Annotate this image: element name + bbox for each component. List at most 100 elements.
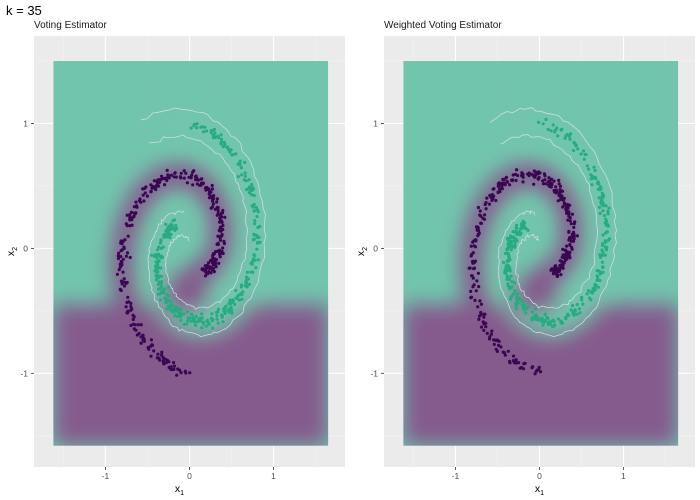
data-point xyxy=(167,285,171,290)
data-point xyxy=(578,311,582,315)
data-point xyxy=(553,190,557,194)
data-point xyxy=(542,172,547,176)
data-point xyxy=(557,269,561,273)
data-point xyxy=(182,312,186,316)
data-point xyxy=(191,183,195,187)
data-point xyxy=(219,133,223,137)
data-point xyxy=(469,289,473,293)
data-point xyxy=(572,232,576,236)
data-point xyxy=(156,352,160,356)
data-point xyxy=(546,321,550,325)
data-point xyxy=(141,193,145,197)
data-point xyxy=(173,306,177,310)
data-point xyxy=(149,354,153,358)
data-point xyxy=(584,152,588,157)
data-point xyxy=(231,153,235,157)
data-point xyxy=(575,312,579,316)
data-point xyxy=(478,299,482,303)
data-point xyxy=(544,182,548,186)
data-point xyxy=(149,338,153,342)
data-point xyxy=(255,233,259,237)
data-point xyxy=(568,250,572,254)
data-point xyxy=(504,175,509,179)
data-point xyxy=(124,305,128,309)
data-point xyxy=(238,159,242,163)
data-point xyxy=(568,219,572,223)
data-point xyxy=(500,181,504,185)
data-point xyxy=(244,280,248,284)
data-point xyxy=(215,317,219,321)
data-point xyxy=(179,307,183,311)
x-tick-label: -1 xyxy=(102,471,110,481)
data-point xyxy=(172,364,176,368)
data-point xyxy=(192,124,196,128)
data-point xyxy=(597,205,602,209)
data-point xyxy=(574,143,578,147)
data-point xyxy=(234,152,238,156)
data-point xyxy=(514,358,518,362)
data-point xyxy=(482,328,486,332)
data-point xyxy=(551,319,555,323)
data-point xyxy=(176,308,180,312)
data-point xyxy=(243,171,247,175)
data-point xyxy=(522,225,526,229)
data-point xyxy=(515,239,519,243)
data-point xyxy=(215,200,219,204)
data-point xyxy=(218,252,222,257)
data-point xyxy=(507,254,511,258)
data-point xyxy=(191,319,195,323)
data-point xyxy=(203,125,207,129)
decision-boundary xyxy=(490,107,618,338)
data-point xyxy=(134,200,138,204)
data-point xyxy=(185,322,189,326)
data-point xyxy=(206,187,210,191)
data-point xyxy=(220,211,225,215)
data-point xyxy=(210,317,214,321)
data-point xyxy=(570,246,574,250)
data-point xyxy=(509,274,513,278)
data-point xyxy=(559,266,563,270)
data-point xyxy=(476,205,480,210)
data-point xyxy=(250,259,255,264)
data-point xyxy=(585,292,589,296)
data-point xyxy=(494,347,498,351)
data-point xyxy=(240,293,244,297)
data-point xyxy=(234,288,238,292)
data-point xyxy=(479,313,483,317)
data-point xyxy=(163,296,167,300)
data-point xyxy=(563,258,567,263)
data-point xyxy=(561,205,565,209)
data-point xyxy=(206,272,210,276)
data-point xyxy=(187,175,191,179)
data-point xyxy=(469,244,473,248)
data-point xyxy=(184,371,188,375)
data-point xyxy=(600,194,604,199)
data-point xyxy=(575,302,579,307)
data-point xyxy=(211,253,215,258)
decision-boundary xyxy=(140,107,267,338)
data-point xyxy=(247,178,251,182)
data-point xyxy=(536,316,540,321)
data-point xyxy=(252,193,256,198)
data-point xyxy=(247,282,251,286)
data-point xyxy=(520,171,524,175)
data-point xyxy=(558,184,563,188)
data-point xyxy=(216,134,220,138)
data-point xyxy=(489,332,493,336)
data-point xyxy=(577,307,582,311)
data-point xyxy=(596,285,601,289)
data-point xyxy=(518,366,522,370)
data-point xyxy=(258,240,262,244)
data-point xyxy=(601,250,605,254)
data-point xyxy=(594,283,598,288)
data-point xyxy=(132,315,136,319)
data-point xyxy=(555,274,559,279)
data-point xyxy=(207,192,211,196)
data-point xyxy=(487,337,492,341)
data-point xyxy=(537,175,541,180)
x-tick-label: 1 xyxy=(621,471,626,481)
data-point xyxy=(239,283,243,287)
data-point xyxy=(544,117,548,122)
data-point xyxy=(492,342,496,346)
data-point xyxy=(514,307,518,311)
